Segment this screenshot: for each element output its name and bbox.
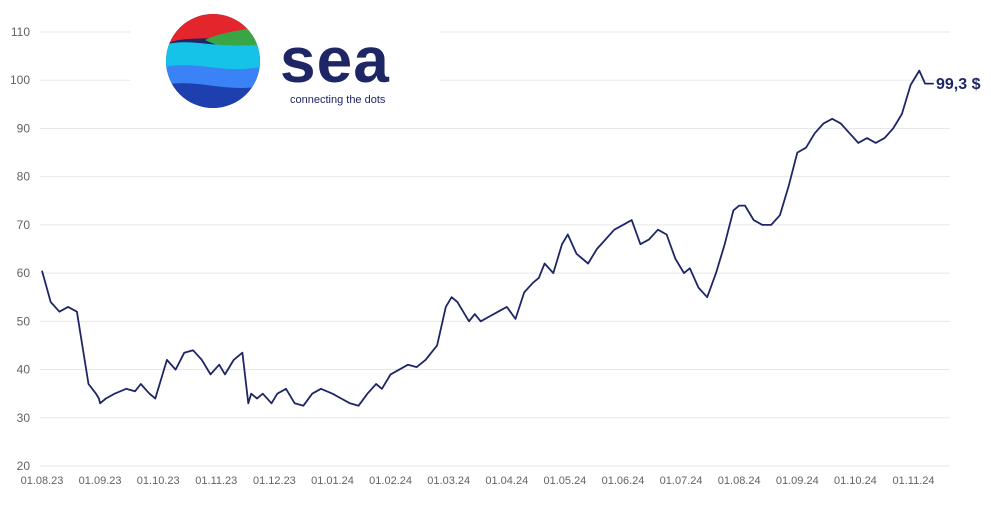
x-tick-label: 01.09.24	[776, 475, 819, 487]
x-tick-label: 01.07.24	[660, 475, 703, 487]
x-tick-label: 01.11.23	[195, 475, 237, 487]
x-tick-label: 01.08.23	[21, 475, 64, 487]
y-axis-ticks: 20 30 40 50 60 70 80 90 100 110	[10, 25, 30, 473]
y-tick-label: 30	[17, 411, 31, 425]
x-tick-label: 01.12.23	[253, 475, 296, 487]
x-tick-label: 01.06.24	[602, 475, 645, 487]
logo-tagline: connecting the dots	[290, 94, 386, 106]
y-tick-label: 110	[11, 25, 30, 39]
y-tick-label: 70	[17, 218, 31, 232]
y-tick-label: 80	[17, 170, 31, 184]
x-tick-label: 01.04.24	[485, 475, 528, 487]
sea-logo: sea connecting the dots	[130, 0, 440, 122]
logo-wordmark: sea	[280, 24, 390, 96]
series-line-price	[41, 69, 934, 407]
y-tick-label: 40	[17, 363, 31, 377]
y-tick-label: 60	[17, 266, 31, 280]
x-tick-label: 01.10.24	[834, 475, 877, 487]
x-tick-label: 01.03.24	[427, 475, 470, 487]
x-tick-label: 01.05.24	[543, 475, 586, 487]
gridlines	[40, 31, 950, 467]
x-tick-label: 01.10.23	[137, 475, 180, 487]
last-price-label: 99,3 $	[936, 76, 981, 93]
x-axis-ticks: 01.08.23 01.09.23 01.10.23 01.11.23 01.12.23…	[21, 475, 935, 487]
y-tick-label: 90	[17, 121, 31, 135]
x-tick-label: 01.09.23	[79, 475, 122, 487]
x-tick-label: 01.02.24	[369, 475, 412, 487]
x-tick-label: 01.08.24	[718, 475, 761, 487]
x-tick-label: 01.11.24	[892, 475, 934, 487]
y-tick-label: 50	[17, 314, 31, 328]
x-tick-label: 01.01.24	[311, 475, 354, 487]
y-tick-label: 20	[17, 459, 31, 473]
y-tick-label: 100	[10, 73, 30, 87]
